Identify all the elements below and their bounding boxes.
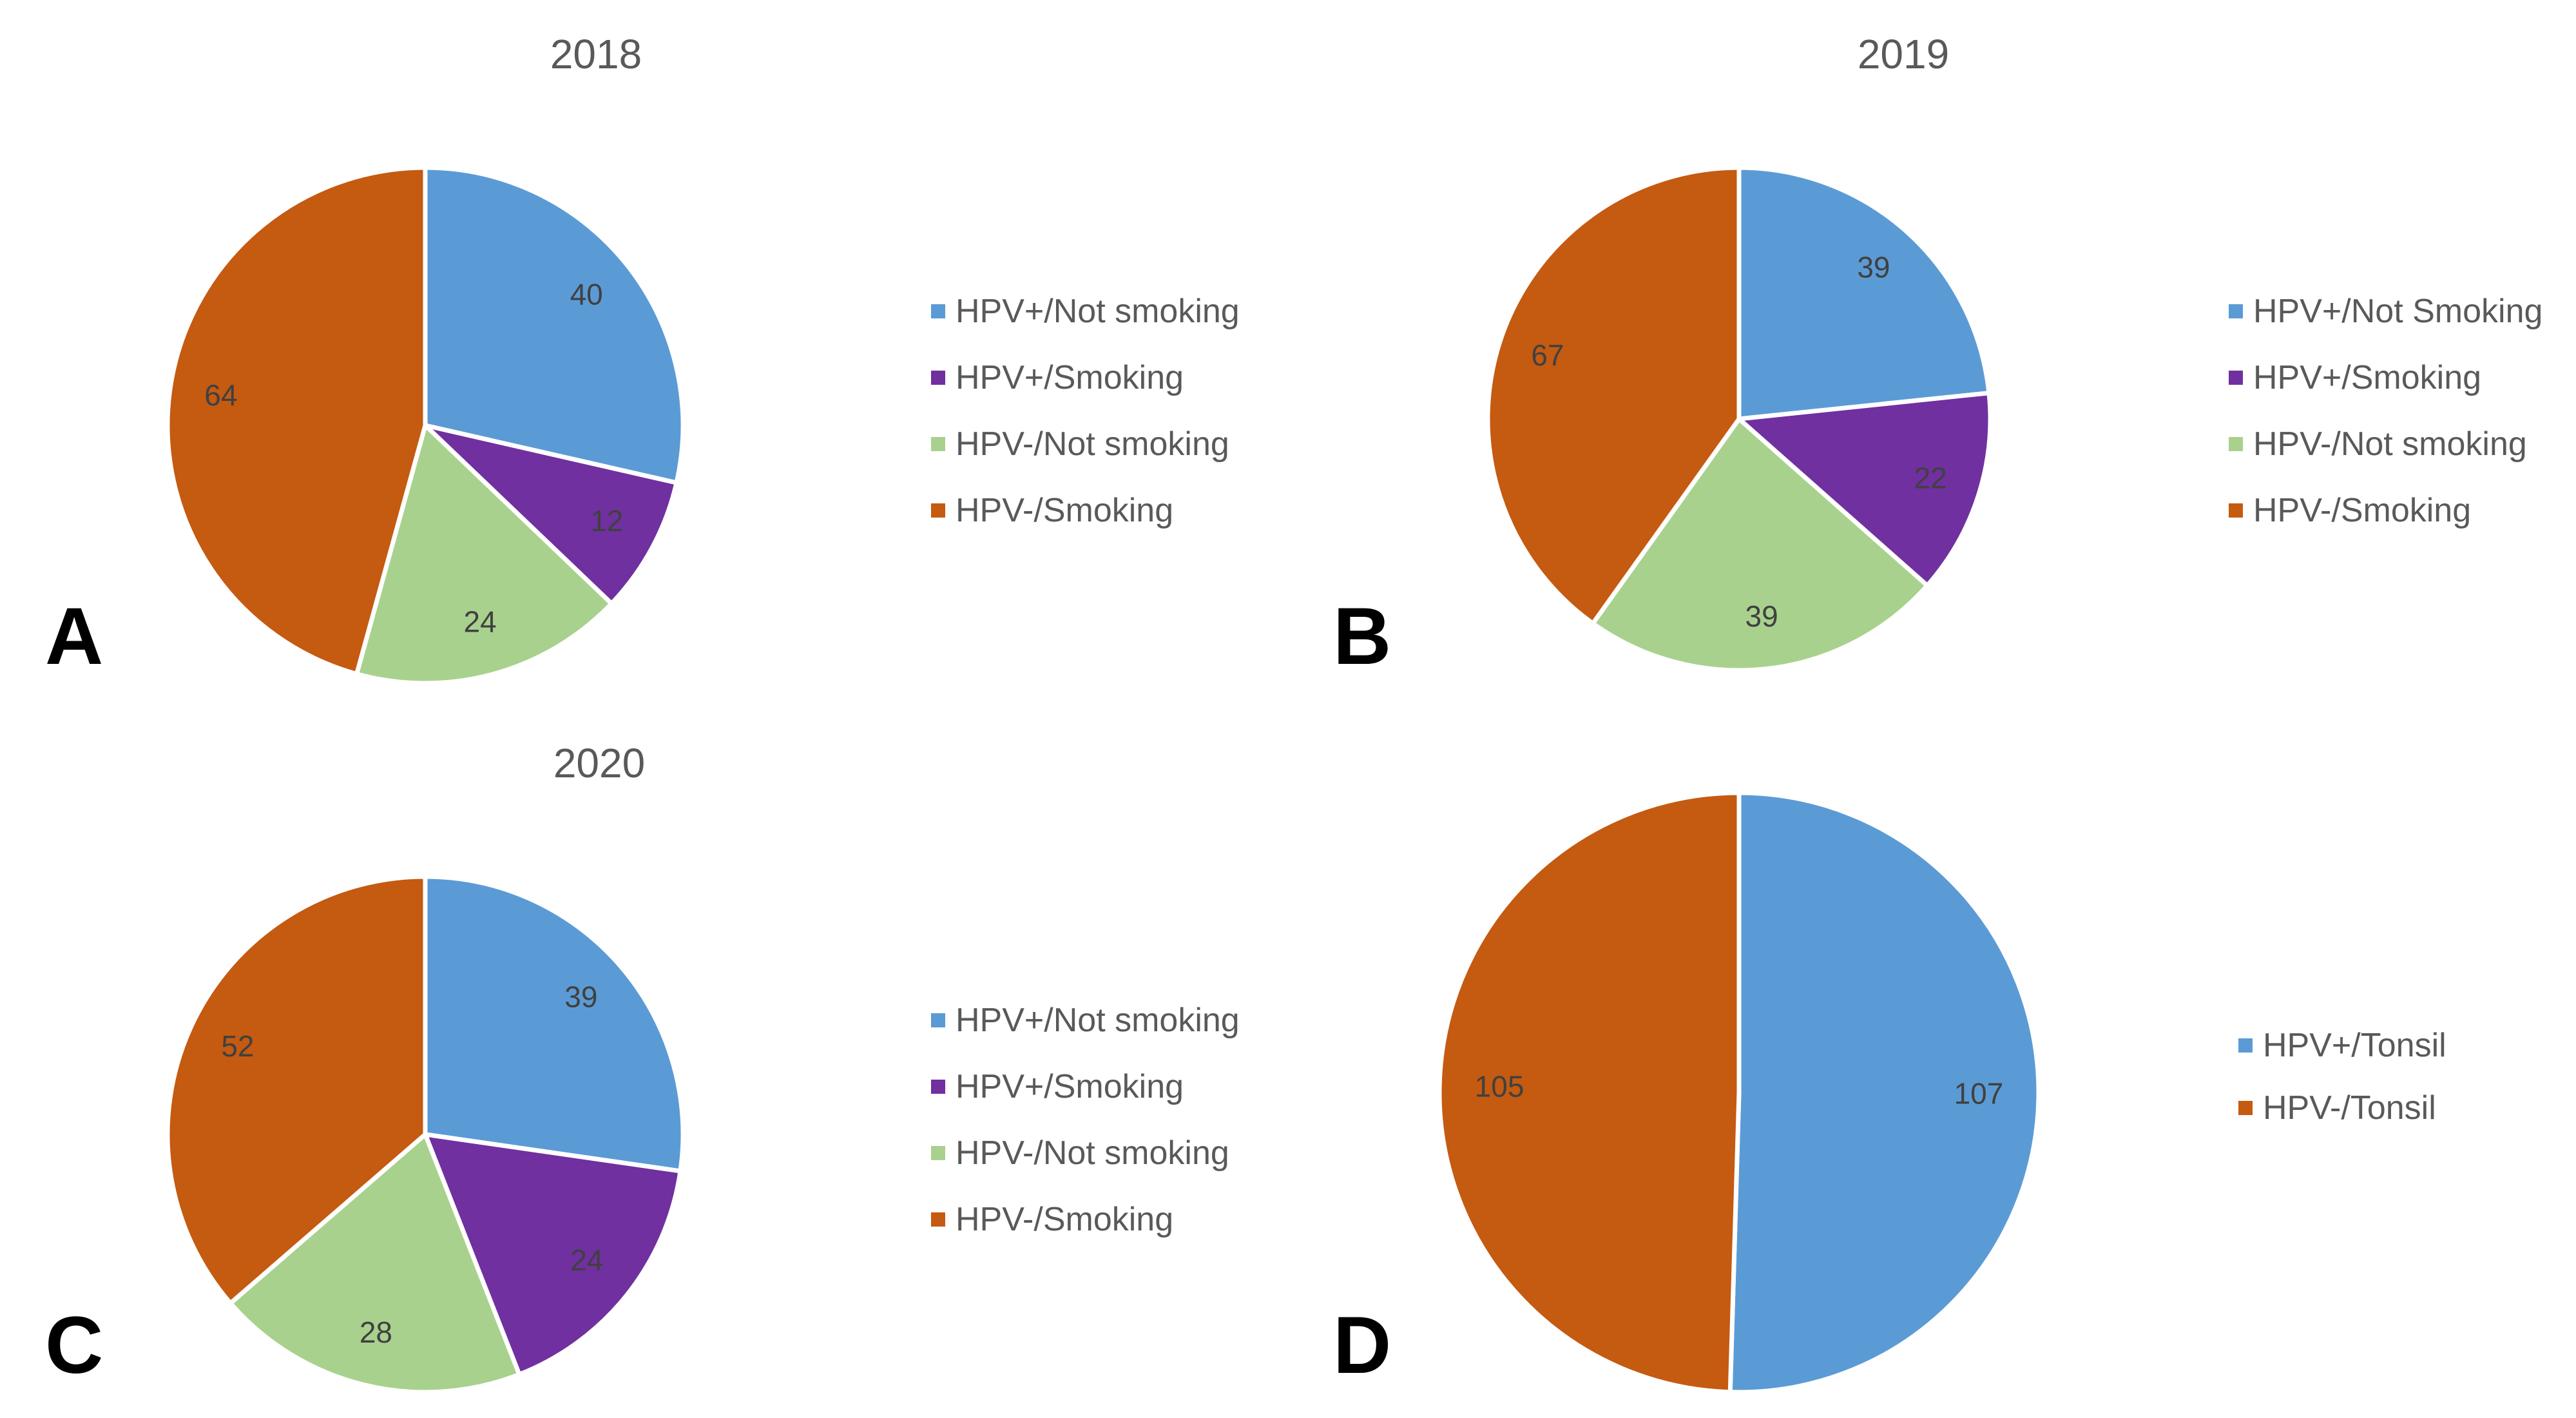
pie-chart-2020: 39 24 28 52 — [165, 874, 686, 1395]
legend-item: HPV+/Not Smoking — [2229, 292, 2542, 331]
legend-swatch — [931, 304, 945, 318]
pie-chart-tonsil: 107 105 — [1437, 790, 2041, 1395]
slice-value-label: 12 — [590, 504, 623, 538]
legend-swatch — [2229, 503, 2243, 518]
panel-letter: C — [45, 1301, 104, 1390]
legend-swatch — [2238, 1038, 2253, 1053]
pie-slice — [165, 165, 428, 677]
legend-item: HPV-/Not smoking — [931, 1134, 1240, 1172]
panel-d: 107 105 HPV+/Tonsil HPV-/Tonsil D — [1288, 709, 2576, 1418]
chart-title: 2020 — [553, 740, 646, 786]
slice-value-label: 39 — [1745, 599, 1778, 633]
slice-value-label: 107 — [1954, 1077, 2004, 1111]
pie-slice — [228, 1132, 522, 1395]
pie-slice — [423, 874, 686, 1174]
pie-slice — [1437, 790, 1742, 1395]
legend-label: HPV-/Smoking — [2253, 492, 2472, 529]
panel-b: 39 22 39 67 2019 HPV+/Not Smoking HPV+/Smoki… — [1288, 0, 2576, 709]
pie-slice — [1485, 165, 1742, 626]
slice-value-label: 39 — [1857, 250, 1890, 284]
slice-value-label: 52 — [221, 1029, 254, 1063]
legend-item: HPV-/Tonsil — [2238, 1089, 2446, 1127]
slice-value-label: 22 — [1914, 461, 1947, 494]
legend-swatch — [931, 1212, 945, 1227]
pie-slice — [423, 165, 686, 485]
slice-value-label: 39 — [564, 980, 597, 1014]
panel-a: 40 12 24 64 2018 HPV+/Not smoking HPV+/Smoki… — [0, 0, 1288, 709]
legend-item: HPV+/Smoking — [931, 358, 1240, 397]
legend: HPV+/Not Smoking HPV+/Smoking HPV-/Not smo… — [2229, 292, 2542, 530]
legend-item: HPV-/Smoking — [2229, 491, 2542, 530]
pie-slice — [423, 1132, 683, 1377]
slice-value-label: 28 — [360, 1316, 392, 1349]
slice-value-label: 67 — [1531, 338, 1564, 372]
panel-c: 39 24 28 52 2020 HPV+/Not smoking HPV+/Smoki… — [0, 709, 1288, 1418]
pie-slice — [1736, 391, 1993, 588]
legend-swatch — [931, 1013, 945, 1027]
pie-slice — [1736, 165, 1992, 422]
slice-value-label: 105 — [1475, 1070, 1524, 1103]
pie-slice — [354, 423, 614, 686]
legend-swatch — [931, 437, 945, 451]
pie-chart-2018: 40 12 24 64 — [165, 165, 686, 686]
legend-label: HPV+/Smoking — [956, 1068, 1184, 1105]
legend-label: HPV-/Not smoking — [2253, 425, 2527, 463]
legend-swatch — [931, 371, 945, 385]
legend-item: HPV+/Not smoking — [931, 292, 1240, 331]
legend-swatch — [2229, 437, 2243, 451]
legend-label: HPV+/Not smoking — [956, 1002, 1240, 1039]
pie-slice — [165, 874, 428, 1306]
chart-title: 2018 — [550, 31, 642, 77]
legend-item: HPV+/Tonsil — [2238, 1026, 2446, 1065]
legend-label: HPV+/Smoking — [956, 359, 1184, 396]
panel-letter: A — [45, 592, 104, 681]
legend: HPV+/Not smoking HPV+/Smoking HPV-/Not smo… — [931, 292, 1240, 530]
legend-label: HPV-/Smoking — [956, 492, 1174, 529]
legend-swatch — [2238, 1101, 2253, 1115]
legend: HPV+/Tonsil HPV-/Tonsil — [2238, 1026, 2446, 1127]
legend-label: HPV-/Not smoking — [956, 1134, 1229, 1172]
legend-swatch — [931, 1146, 945, 1160]
legend-item: HPV-/Smoking — [931, 1200, 1240, 1239]
pie-slice — [423, 423, 679, 606]
legend-swatch — [2229, 304, 2243, 318]
legend-swatch — [931, 503, 945, 518]
legend-item: HPV-/Not smoking — [931, 425, 1240, 463]
legend-item: HPV+/Not smoking — [931, 1001, 1240, 1040]
legend-label: HPV-/Smoking — [956, 1201, 1174, 1238]
panel-letter: D — [1333, 1301, 1392, 1390]
legend-swatch — [931, 1080, 945, 1094]
legend-item: HPV+/Smoking — [2229, 358, 2542, 397]
slice-value-label: 24 — [464, 605, 497, 639]
legend-swatch — [2229, 371, 2243, 385]
legend-label: HPV+/Tonsil — [2263, 1027, 2446, 1064]
legend-item: HPV-/Smoking — [931, 491, 1240, 530]
pie-chart-2019: 39 22 39 67 — [1485, 165, 1993, 673]
legend-item: HPV+/Smoking — [931, 1067, 1240, 1106]
legend-label: HPV-/Tonsil — [2263, 1089, 2436, 1127]
legend: HPV+/Not smoking HPV+/Smoking HPV-/Not smo… — [931, 1001, 1240, 1239]
panel-letter: B — [1333, 592, 1392, 681]
legend-label: HPV+/Smoking — [2253, 359, 2482, 396]
legend-label: HPV+/Not Smoking — [2253, 293, 2543, 330]
slice-value-label: 64 — [204, 378, 237, 412]
slice-value-label: 24 — [570, 1243, 603, 1277]
legend-item: HPV-/Not smoking — [2229, 425, 2542, 463]
pie-slice — [1727, 790, 2041, 1395]
legend-label: HPV-/Not smoking — [956, 425, 1229, 463]
legend-label: HPV+/Not smoking — [956, 293, 1240, 330]
pie-slice — [1590, 416, 1930, 673]
slice-value-label: 40 — [570, 278, 603, 311]
chart-title: 2019 — [1857, 31, 1950, 77]
